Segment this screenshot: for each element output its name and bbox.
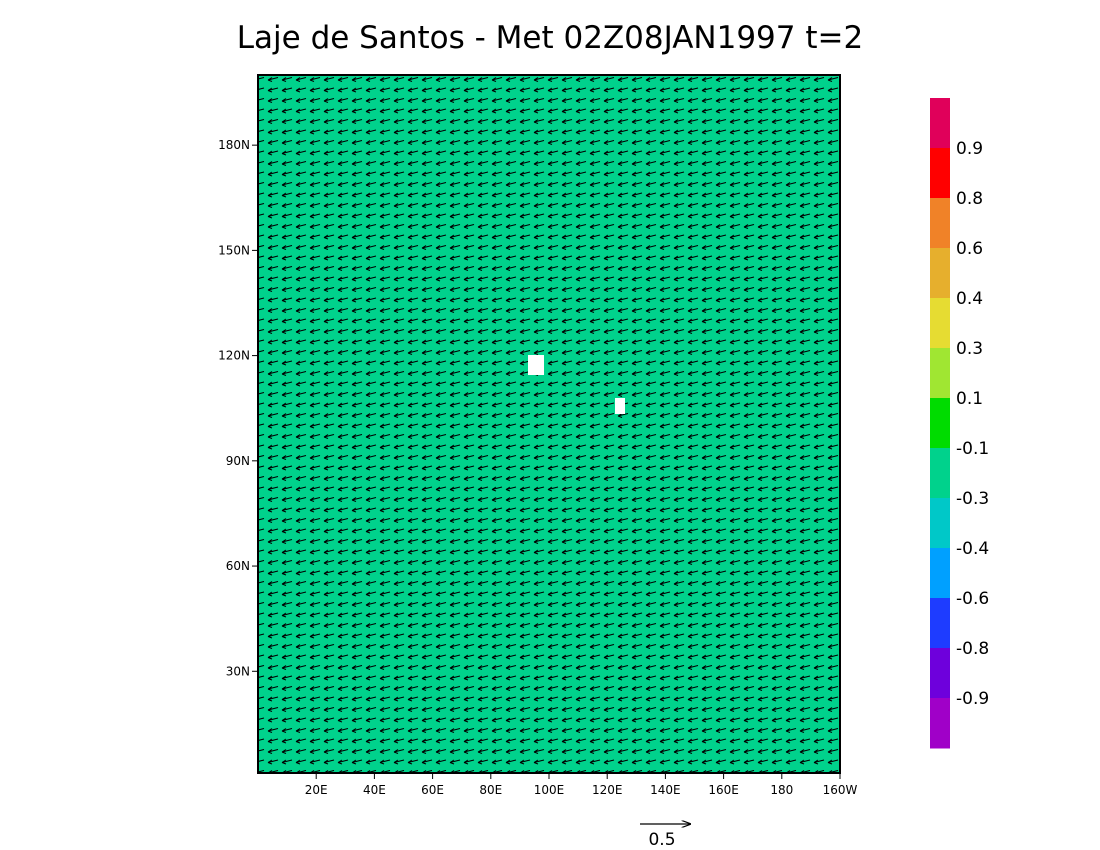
colorbar-box bbox=[930, 698, 950, 749]
x-tick-label: 160W bbox=[823, 783, 858, 797]
x-tick-label: 180 bbox=[770, 783, 793, 797]
colorbar-box bbox=[930, 398, 950, 449]
x-tick-label: 60E bbox=[421, 783, 444, 797]
colorbar-label: -0.4 bbox=[956, 539, 989, 559]
colorbar-box bbox=[930, 598, 950, 649]
colorbar-label: -0.8 bbox=[956, 639, 989, 659]
colorbar-box bbox=[930, 498, 950, 549]
vector-field bbox=[258, 75, 840, 773]
y-tick-label: 150N bbox=[218, 243, 250, 257]
colorbar-box bbox=[930, 348, 950, 399]
y-tick-label: 30N bbox=[226, 664, 250, 678]
colorbar-box bbox=[930, 248, 950, 299]
colorbar-label: -0.6 bbox=[956, 589, 989, 609]
x-tick-label: 80E bbox=[479, 783, 502, 797]
colorbar-label: -0.9 bbox=[956, 689, 989, 709]
colorbar-box bbox=[930, 648, 950, 699]
reference-label: 0.5 bbox=[648, 830, 675, 850]
colorbar-box bbox=[930, 98, 950, 149]
colorbar-box bbox=[930, 198, 950, 249]
colorbar-box bbox=[930, 148, 950, 199]
colorbar-label: -0.1 bbox=[956, 439, 989, 459]
undefined-patch bbox=[615, 398, 625, 414]
y-tick-label: 180N bbox=[218, 138, 250, 152]
colorbar-label: 0.3 bbox=[956, 339, 983, 359]
x-tick-label: 160E bbox=[708, 783, 739, 797]
y-tick-label: 60N bbox=[226, 559, 250, 573]
colorbar-label: 0.6 bbox=[956, 239, 983, 259]
chart-title: Laje de Santos - Met 02Z08JAN1997 t=2 bbox=[237, 20, 863, 56]
x-tick-label: 100E bbox=[534, 783, 565, 797]
colorbar-box bbox=[930, 298, 950, 349]
colorbar-label: 0.1 bbox=[956, 389, 983, 409]
colorbar-label: -0.3 bbox=[956, 489, 989, 509]
y-tick-label: 120N bbox=[218, 349, 250, 363]
colorbar-label: 0.4 bbox=[956, 289, 983, 309]
x-tick-label: 120E bbox=[592, 783, 623, 797]
y-tick-label: 90N bbox=[226, 454, 250, 468]
x-tick-label: 40E bbox=[363, 783, 386, 797]
colorbar-box bbox=[930, 548, 950, 599]
undefined-patch bbox=[528, 355, 544, 375]
x-tick-label: 20E bbox=[305, 783, 328, 797]
colorbar-label: 0.8 bbox=[956, 189, 983, 209]
x-tick-label: 140E bbox=[650, 783, 681, 797]
colorbar-label: 0.9 bbox=[956, 139, 983, 159]
colorbar-box bbox=[930, 448, 950, 499]
